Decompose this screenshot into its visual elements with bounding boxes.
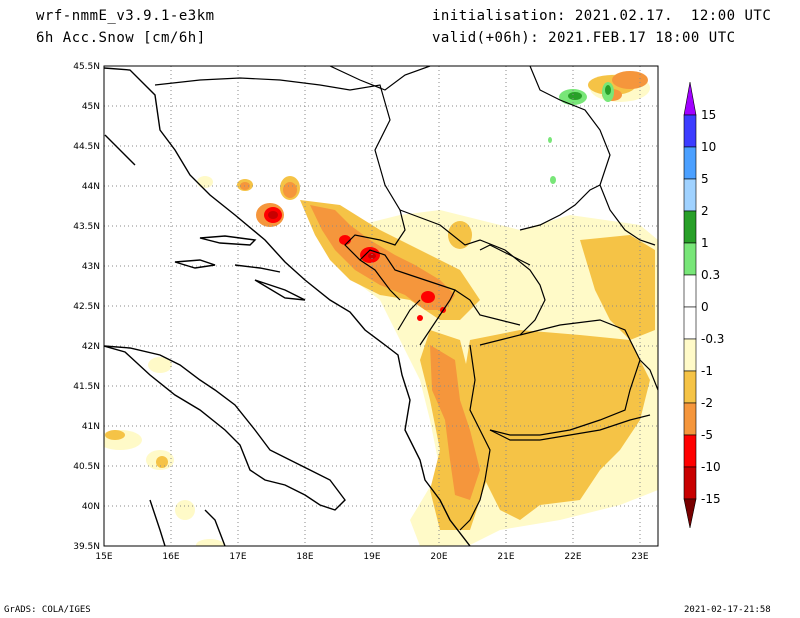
- footer-credit: GrADS: COLA/IGES: [4, 605, 91, 615]
- lon-label: 17E: [229, 552, 246, 562]
- lat-axis: 45.5N 45N 44.5N 44N 43.5N 43N 42.5N 42N …: [73, 62, 100, 552]
- lat-label: 43N: [82, 262, 100, 272]
- snow-field: [104, 71, 658, 546]
- lat-label: 42N: [82, 342, 100, 352]
- init-time: initialisation: 2021.02.17. 12:00 UTC: [432, 8, 772, 24]
- lon-label: 23E: [631, 552, 648, 562]
- lat-label: 42.5N: [73, 302, 100, 312]
- footer-timestamp: 2021-02-17-21:58: [684, 605, 771, 615]
- colorbar-label: 1: [701, 236, 709, 250]
- lon-label: 20E: [430, 552, 447, 562]
- colorbar-label: -5: [701, 428, 713, 442]
- lon-label: 19E: [363, 552, 380, 562]
- colorbar-box: [683, 370, 697, 404]
- colorbar-label: -10: [701, 460, 721, 474]
- coastlines: [104, 67, 471, 546]
- lat-label: 44.5N: [73, 142, 100, 152]
- field-title: 6h Acc.Snow [cm/6h]: [36, 30, 206, 46]
- model-title: wrf-nmmE_v3.9.1-e3km: [36, 8, 215, 24]
- colorbar-label: 0.3: [701, 268, 720, 282]
- lon-label: 21E: [497, 552, 514, 562]
- lon-axis: 15E 16E 17E 18E 19E 20E 21E 22E 23E: [95, 552, 648, 562]
- colorbar-label: -1: [701, 364, 713, 378]
- colorbar-triangle-down-icon: [683, 498, 697, 529]
- colorbar-label: -0.3: [701, 332, 724, 346]
- colorbar-label: -2: [701, 396, 713, 410]
- lat-label: 43.5N: [73, 222, 100, 232]
- colorbar-box: [683, 338, 697, 372]
- colorbar-box: [683, 210, 697, 244]
- lat-label: 41N: [82, 422, 100, 432]
- colorbar-triangle-up-icon: [683, 81, 697, 116]
- map-frame: [103, 65, 659, 547]
- colorbar-box: [683, 114, 697, 148]
- colorbar-box: [683, 242, 697, 276]
- lon-label: 15E: [95, 552, 112, 562]
- colorbar-box: [683, 146, 697, 180]
- colorbar-labels: 15 10 5 2 1 0.3 0 -0.3 -1 -2 -5 -10 -15: [701, 108, 724, 506]
- colorbar-label: 15: [701, 108, 716, 122]
- colorbar: [683, 81, 697, 529]
- lat-label: 41.5N: [73, 382, 100, 392]
- lat-label: 45.5N: [73, 62, 100, 72]
- colorbar-label: -15: [701, 492, 721, 506]
- borders: [154, 66, 658, 531]
- colorbar-box: [683, 402, 697, 436]
- colorbar-box: [683, 434, 697, 468]
- lon-label: 16E: [162, 552, 179, 562]
- lat-label: 39.5N: [73, 542, 100, 552]
- colorbar-box: [683, 306, 697, 340]
- lat-label: 44N: [82, 182, 100, 192]
- colorbar-label: 2: [701, 204, 709, 218]
- colorbar-label: 0: [701, 300, 709, 314]
- colorbar-box: [683, 466, 697, 500]
- lon-label: 22E: [564, 552, 581, 562]
- lat-label: 40.5N: [73, 462, 100, 472]
- colorbar-box: [683, 178, 697, 212]
- lon-label: 18E: [296, 552, 313, 562]
- lat-label: 40N: [82, 502, 100, 512]
- valid-time: valid(+06h): 2021.FEB.17 18:00 UTC: [432, 30, 736, 46]
- colorbar-label: 10: [701, 140, 716, 154]
- lat-label: 45N: [82, 102, 100, 112]
- colorbar-label: 5: [701, 172, 709, 186]
- colorbar-box: [683, 274, 697, 308]
- map-grid: [104, 66, 658, 546]
